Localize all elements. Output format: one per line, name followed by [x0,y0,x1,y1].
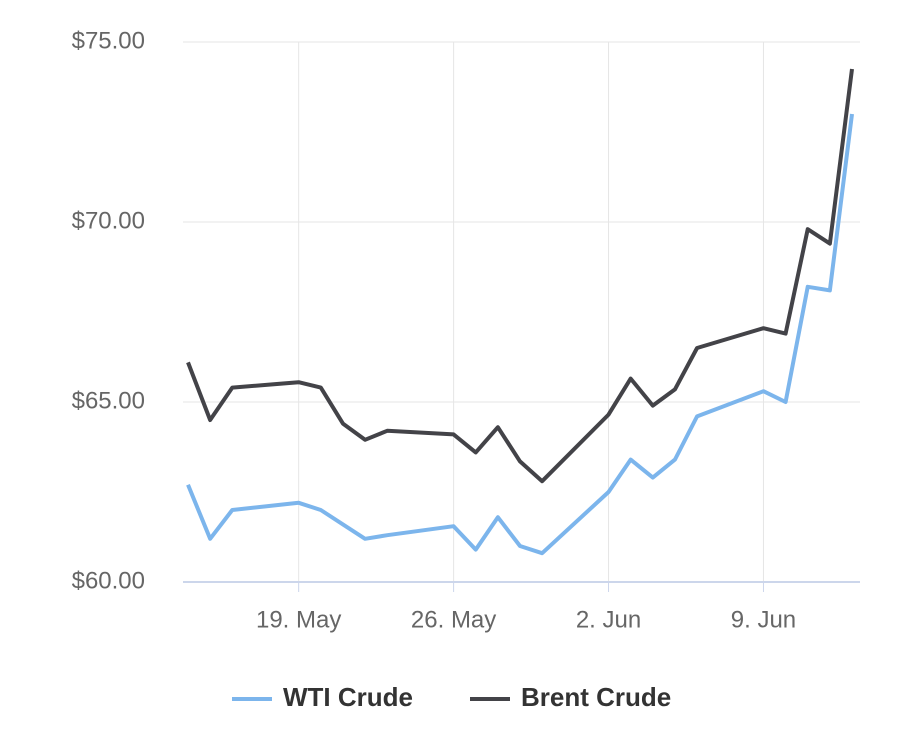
y-tick-label: $75.00 [72,27,145,54]
legend-label: WTI Crude [283,682,413,712]
x-tick-label: 2. Jun [576,606,641,633]
x-tick-label: 9. Jun [731,606,796,633]
y-tick-label: $70.00 [72,207,145,234]
x-tick-label: 26. May [411,606,496,633]
legend-label: Brent Crude [521,682,671,712]
line [186,68,854,484]
y-tick-label: $60.00 [72,567,145,594]
line [186,113,854,556]
y-tick-label: $65.00 [72,387,145,414]
x-tick-label: 19. May [256,606,341,633]
